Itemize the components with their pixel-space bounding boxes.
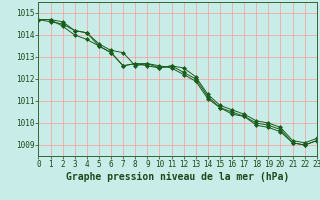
X-axis label: Graphe pression niveau de la mer (hPa): Graphe pression niveau de la mer (hPa) bbox=[66, 172, 289, 182]
